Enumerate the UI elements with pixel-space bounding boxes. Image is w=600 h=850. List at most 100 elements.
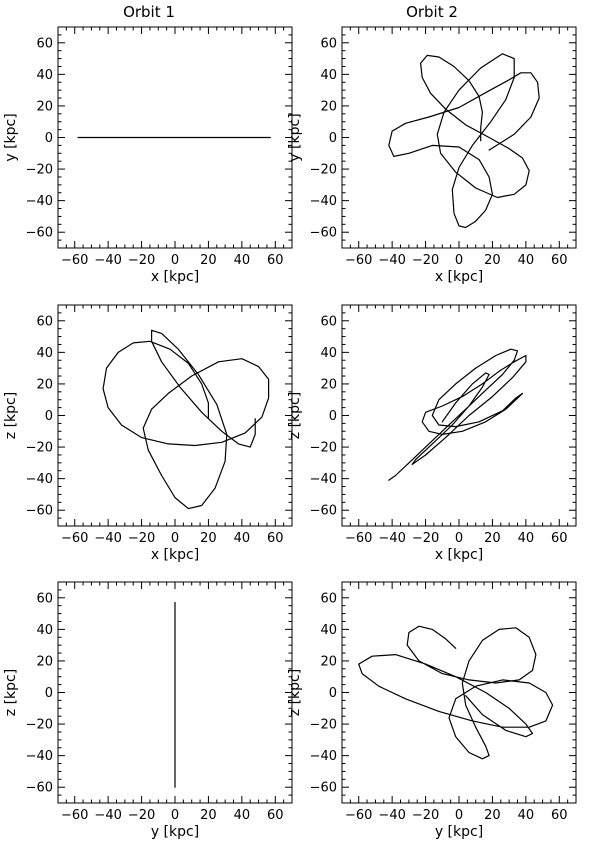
- y-tick-label: −40: [26, 749, 53, 764]
- x-tick-label: −40: [378, 531, 405, 546]
- x-tick-label: −40: [94, 253, 121, 268]
- x-tick-label: 40: [518, 253, 535, 268]
- x-tick-label: −60: [345, 531, 372, 546]
- y-tick-label: 40: [320, 68, 337, 83]
- orbit-trace: [102, 329, 270, 510]
- x-tick-label: 60: [267, 531, 284, 546]
- orbit-panel: −60 −40 −20 0 20 40 60 −60 −40 −20 0 20 40 60 x [kpc] y…: [3, 26, 293, 285]
- y-tick-label: −20: [310, 163, 337, 178]
- x-tick-label: 0: [455, 808, 463, 823]
- y-tick-label: 60: [320, 314, 337, 329]
- y-tick-label: 40: [320, 346, 337, 361]
- orbit-trace: [388, 53, 540, 229]
- y-tick-label: 0: [45, 131, 53, 146]
- x-axis-label: x [kpc]: [435, 547, 483, 563]
- x-tick-label: 20: [200, 808, 217, 823]
- x-tick-label: 20: [484, 531, 501, 546]
- y-tick-label: 0: [45, 686, 53, 701]
- x-tick-label: 60: [267, 808, 284, 823]
- y-axis-label: z [kpc]: [287, 392, 303, 439]
- x-tick-label: 0: [455, 531, 463, 546]
- x-tick-label: 20: [200, 253, 217, 268]
- x-tick-label: 20: [200, 531, 217, 546]
- x-tick-label: −40: [94, 531, 121, 546]
- x-tick-label: −40: [94, 808, 121, 823]
- y-tick-label: −60: [26, 226, 53, 241]
- y-tick-label: 0: [45, 409, 53, 424]
- x-axis-label: x [kpc]: [151, 269, 199, 285]
- y-tick-label: 60: [36, 36, 53, 51]
- x-tick-label: −40: [378, 808, 405, 823]
- x-tick-label: −60: [61, 808, 88, 823]
- x-tick-label: −20: [412, 808, 439, 823]
- x-tick-label: 0: [171, 808, 179, 823]
- y-tick-label: 20: [320, 654, 337, 669]
- orbit-panels: −60 −40 −20 0 20 40 60 −60 −40 −20 0 20 40 60 x [kpc] y…: [3, 26, 577, 840]
- y-tick-label: −60: [26, 781, 53, 796]
- y-tick-label: 20: [320, 99, 337, 114]
- y-tick-label: −40: [310, 472, 337, 487]
- x-tick-label: 40: [518, 808, 535, 823]
- y-tick-label: −40: [26, 472, 53, 487]
- y-axis-label: y [kpc]: [287, 113, 303, 161]
- x-tick-label: 60: [551, 531, 568, 546]
- x-tick-label: −20: [412, 253, 439, 268]
- x-tick-label: −60: [61, 531, 88, 546]
- y-axis-label: y [kpc]: [3, 113, 19, 161]
- x-axis-label: y [kpc]: [435, 824, 483, 840]
- y-tick-label: 20: [36, 99, 53, 114]
- x-tick-label: 40: [518, 531, 535, 546]
- y-tick-label: 40: [36, 346, 53, 361]
- y-tick-label: −40: [26, 194, 53, 209]
- x-tick-label: 60: [551, 253, 568, 268]
- x-tick-label: −60: [61, 253, 88, 268]
- x-tick-label: 40: [234, 808, 251, 823]
- x-tick-label: 0: [455, 253, 463, 268]
- column-title-orbit-1: Orbit 1: [123, 3, 175, 21]
- y-axis-label: z [kpc]: [287, 669, 303, 716]
- y-tick-label: −60: [310, 781, 337, 796]
- y-tick-label: −20: [26, 718, 53, 733]
- x-tick-label: 0: [171, 253, 179, 268]
- x-tick-label: 40: [234, 531, 251, 546]
- plot-frame: [341, 581, 577, 804]
- y-tick-label: 20: [36, 654, 53, 669]
- y-tick-label: 40: [320, 623, 337, 638]
- y-tick-label: 60: [36, 314, 53, 329]
- y-tick-label: −60: [310, 226, 337, 241]
- x-axis-label: x [kpc]: [151, 547, 199, 563]
- y-axis-label: z [kpc]: [3, 392, 19, 439]
- x-tick-label: 0: [171, 531, 179, 546]
- x-tick-label: −40: [378, 253, 405, 268]
- x-axis-label: y [kpc]: [151, 824, 199, 840]
- y-tick-label: −20: [26, 163, 53, 178]
- y-tick-label: −40: [310, 749, 337, 764]
- x-tick-label: 60: [267, 253, 284, 268]
- x-tick-label: −20: [412, 531, 439, 546]
- x-tick-label: 60: [551, 808, 568, 823]
- x-tick-label: −20: [128, 531, 155, 546]
- x-tick-label: 20: [484, 253, 501, 268]
- x-axis-label: x [kpc]: [435, 269, 483, 285]
- x-tick-label: −60: [345, 808, 372, 823]
- y-tick-label: −60: [310, 504, 337, 519]
- x-tick-label: 40: [234, 253, 251, 268]
- y-tick-label: −20: [26, 441, 53, 456]
- y-tick-label: 20: [36, 377, 53, 392]
- plot-frame: [341, 26, 577, 249]
- y-tick-label: 60: [320, 591, 337, 606]
- x-tick-label: −60: [345, 253, 372, 268]
- orbit-trace: [358, 625, 554, 760]
- y-tick-label: −20: [310, 441, 337, 456]
- plot-frame: [57, 304, 293, 527]
- y-axis-label: z [kpc]: [3, 669, 19, 716]
- column-title-orbit-2: Orbit 2: [406, 3, 458, 21]
- y-tick-label: 60: [320, 36, 337, 51]
- y-tick-label: 0: [329, 409, 337, 424]
- orbit-panel: −60 −40 −20 0 20 40 60 −60 −40 −20 0 20 40 60 y [kpc] z…: [287, 581, 577, 840]
- y-tick-label: 40: [36, 68, 53, 83]
- orbit-panel: −60 −40 −20 0 20 40 60 −60 −40 −20 0 20 40 60 x [kpc] z…: [287, 304, 577, 563]
- x-tick-label: −20: [128, 808, 155, 823]
- orbit-trace: [388, 348, 527, 481]
